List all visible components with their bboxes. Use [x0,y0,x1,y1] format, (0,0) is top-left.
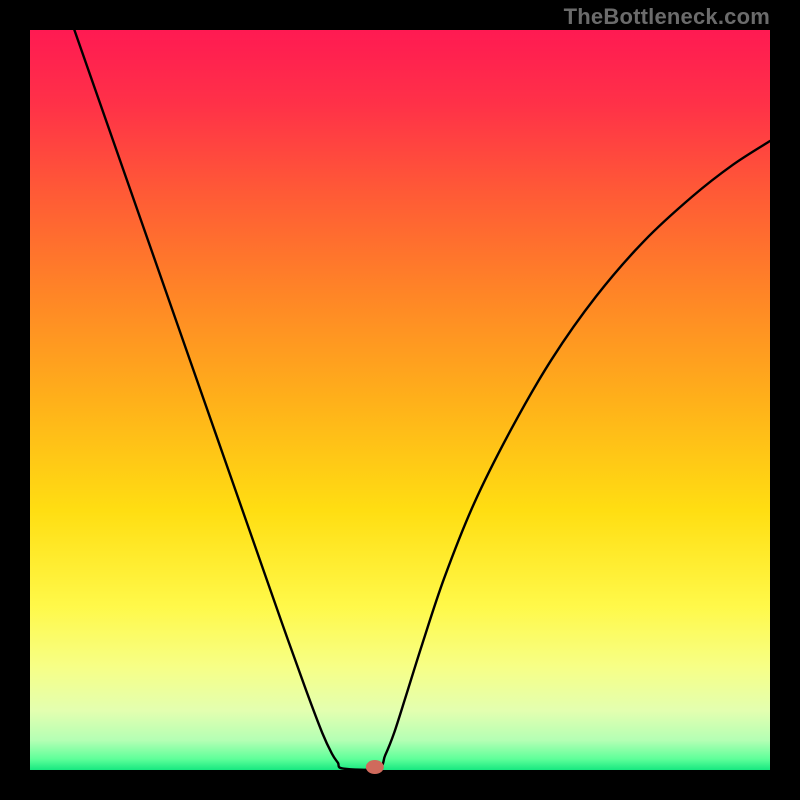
gradient-background [30,30,770,770]
chart-container: TheBottleneck.com [0,0,800,800]
watermark-text: TheBottleneck.com [564,4,770,30]
plot-area [30,30,770,770]
plot-svg [30,30,770,770]
minimum-marker [366,760,384,774]
